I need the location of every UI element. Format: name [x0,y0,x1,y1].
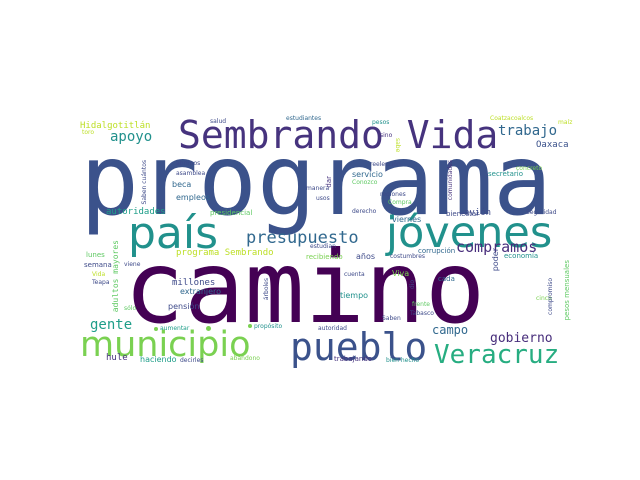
word-pueblo: pueblo [290,325,428,369]
word-presupuesto: presupuesto [246,228,359,248]
word-concreto: concreto [516,165,543,172]
word-trabajando: trabajando [334,355,373,363]
word-viernes: viernes [392,215,422,224]
word-tiempo: tiempo [340,291,369,300]
dot-mark [248,324,252,328]
word-usos: usos [316,195,330,202]
word-anos: años [356,252,376,261]
word-trabajo: trabajo [498,123,558,139]
word-regiones: regiones [380,191,406,198]
word-haciendo: haciendo [140,355,177,364]
word-autoridad: autoridad [318,325,347,332]
word-avion: avión [464,208,492,218]
word-abandono: abandono [230,355,260,362]
word-decirles: decirles [180,357,204,364]
word-aumentar: aumentar [160,325,190,332]
word-cuenta: cuenta [344,271,365,278]
word-pais: país [128,208,219,259]
word-hidalgotitlan: Hidalgotitlán [80,121,151,131]
word-estudiantes: estudiantes [286,115,322,122]
word-autoridades: autoridades [106,207,166,217]
word-apoyo: apoyo [110,129,153,145]
word-compromiso: compromiso [547,278,554,315]
word-vida: Vida [92,271,106,278]
word-estudian: estudian [310,243,336,250]
word-lunes: lunes [86,251,105,259]
word-beca: beca [172,180,192,189]
word-pension: pensión [168,302,200,311]
word-programa: programa [80,124,553,238]
word-saben: Saben [382,315,401,322]
word-municipio: municipio [80,325,251,365]
word-sabe: sabe [394,138,401,153]
dot-mark [206,326,211,331]
word-cinco: cinco [536,295,552,302]
word-hule: hule [106,353,128,363]
word-empleos: empleos [176,193,210,202]
word-cada: cada [438,275,455,283]
word-seguridad: Seguridad [526,209,557,216]
word-frente: frente [412,301,430,308]
word-servicio: servicio [352,170,383,179]
word-extranjero: extranjero [180,287,222,296]
word-asamblea: asamblea [176,170,206,177]
word-teapa: Teapa [92,279,110,286]
word-adultos-mayores: adultos mayores [111,240,120,313]
word-sino: sino [380,132,393,139]
word-salud: salud [210,118,227,125]
word-bienestar: bienestar [446,210,479,218]
word-veracruz: Veracruz [434,340,560,370]
word-programa-sembrando: programa Sembrando [176,248,274,258]
word-pesos: pesos [372,119,390,126]
word-viene: viene [124,261,141,268]
word-bien-hecho: bien hecho [386,357,420,364]
word-gente: gente [90,317,133,333]
word-gobierno: gobierno [490,331,553,346]
word-economia: economía [504,252,539,260]
word-secretario: secretario [488,170,523,178]
word-arboles: árboles [263,278,270,301]
word-coatzacoalcos: Coatzacoalcos [490,115,534,122]
word-reeleccion: reelección [370,161,401,168]
word-tabasco: Tabasco [410,310,434,317]
word-pesos-mensuales: pesos mensuales [563,260,571,321]
word-saben-cuantos: Saben cuántos [141,160,148,205]
word-comunidades: comunidades [447,160,454,201]
word-costumbres: costumbres [390,253,426,260]
word-millones: millones [172,278,216,288]
word-poder: poder [491,248,500,272]
word-corrupcion: corrupción [418,247,456,255]
word-compramos: compramos [456,238,538,256]
word-dio: dio [409,280,416,290]
word-camino: camino [124,229,486,346]
word-maiz: maíz [558,119,573,126]
word-solo: sólo [124,305,137,312]
word-proposito: propósito [254,323,283,330]
word-oaxaca: Oaxaca [536,140,569,150]
word-sembrando-vida: Sembrando Vida [178,113,499,157]
word-presidencial: presidencial [210,209,253,217]
word-jovenes: jóvenes [386,208,553,258]
word-recibiendo: recibiendo [306,253,343,261]
word-conozco: Conozco [352,179,378,186]
word-derecho: derecho [352,208,377,215]
dot-mark [154,327,158,331]
word-manera: manera [306,185,330,192]
word-toro: toro [82,129,95,136]
word-semana: semana [84,261,112,269]
word-viva: Viva [392,269,410,278]
word-compra: Compra [388,199,412,206]
word-abrimos: abrimos [176,160,201,167]
word-campo: campo [432,323,469,337]
